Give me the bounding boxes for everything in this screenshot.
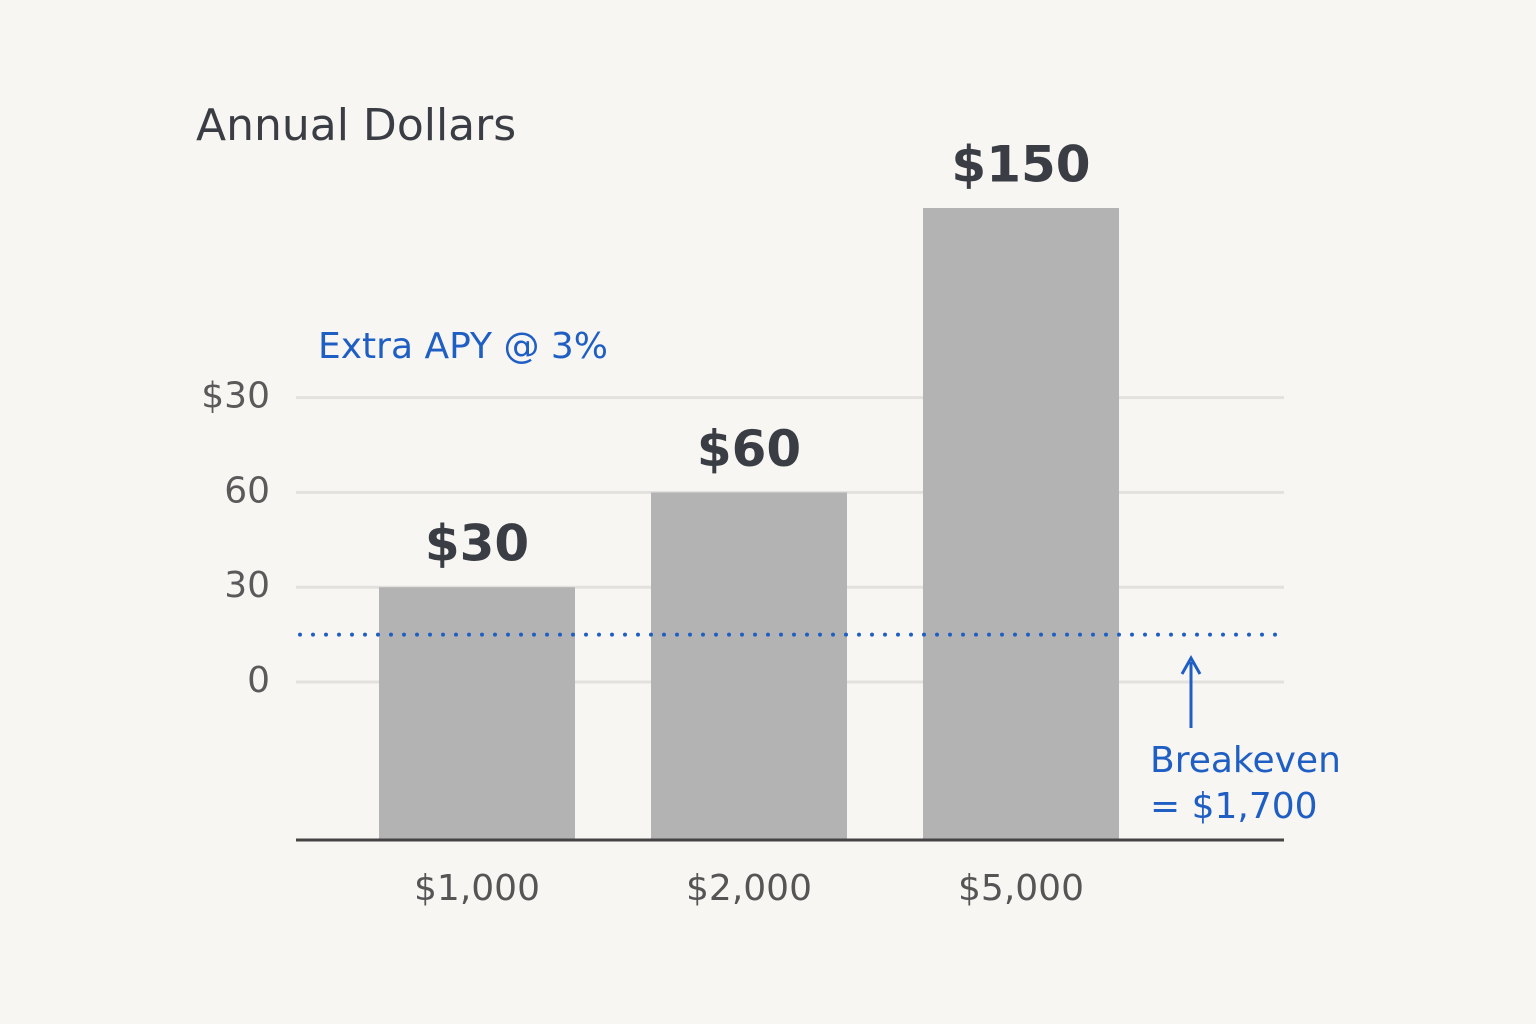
x-tick-label: $1,000 [414, 868, 540, 909]
bar [651, 492, 847, 840]
x-tick-label: $5,000 [958, 868, 1084, 909]
bar [379, 587, 575, 840]
annotation: Extra APY @ 3% [318, 326, 608, 367]
reference-label: Breakeven [1150, 740, 1341, 781]
y-tick-label: $30 [201, 376, 270, 417]
x-tick-label: $2,000 [686, 868, 812, 909]
value-label: $60 [697, 420, 801, 478]
value-label: $150 [951, 136, 1090, 194]
value-label: $30 [425, 515, 529, 573]
y-tick-label: 0 [247, 660, 270, 701]
reference-sublabel: = $1,700 [1150, 786, 1318, 827]
bar [923, 208, 1119, 840]
bars: $1,000 $30 $2,000 $60 $5,000 $150 [379, 136, 1119, 909]
y-tick-label: 60 [224, 470, 270, 511]
chart-title: Annual Dollars [196, 100, 516, 151]
y-tick-label: 30 [224, 565, 270, 606]
arrow-head [1180, 654, 1202, 675]
